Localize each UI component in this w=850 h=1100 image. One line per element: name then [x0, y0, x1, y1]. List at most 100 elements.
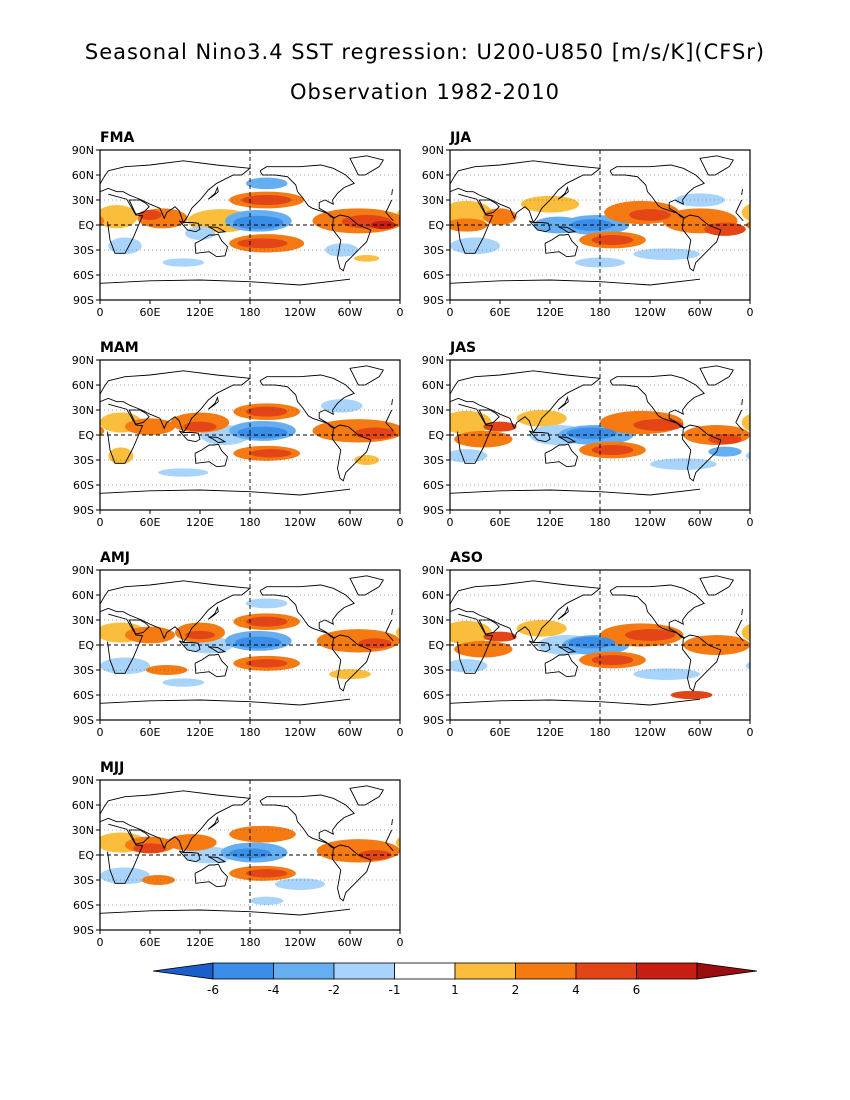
- anomaly-region: [0, 192, 4, 209]
- coastline: [349, 155, 385, 176]
- anomaly-region: [145, 665, 188, 675]
- lon-tick-label: 0: [397, 306, 404, 319]
- coastline: [558, 226, 577, 233]
- lon-tick-label: 120W: [284, 726, 316, 739]
- panel-title: ASO: [450, 550, 483, 566]
- lon-tick-label: 0: [747, 726, 754, 739]
- anomaly-region: [358, 638, 392, 649]
- anomaly-region: [249, 896, 284, 905]
- coastline: [544, 233, 579, 258]
- anomaly-region: [745, 451, 750, 460]
- anomaly-region: [750, 238, 800, 255]
- anomaly-region: [550, 897, 583, 905]
- lon-tick-label: 60W: [338, 306, 363, 319]
- anomaly-region: [633, 248, 701, 260]
- anomaly-region: [166, 834, 217, 851]
- lat-tick-label: 60S: [73, 269, 94, 282]
- colorbar-label: -4: [268, 983, 280, 997]
- anomaly-region: [400, 868, 450, 885]
- coastline: [178, 430, 201, 443]
- lon-tick-label: 0: [97, 936, 104, 949]
- anomaly-region: [185, 630, 215, 640]
- lon-tick-label: 120W: [284, 306, 316, 319]
- anomaly-region: [741, 203, 750, 222]
- anomaly-region: [829, 425, 850, 445]
- coastline: [735, 409, 743, 423]
- colorbar-label: -1: [389, 983, 401, 997]
- lon-tick-label: 0: [397, 516, 404, 529]
- lon-tick-label: 60E: [490, 726, 511, 739]
- anomaly-region: [162, 258, 205, 267]
- anomaly-region: [275, 878, 325, 891]
- coastline: [735, 422, 744, 432]
- lat-tick-label: 60S: [423, 479, 444, 492]
- lon-tick-label: 0: [747, 306, 754, 319]
- anomaly-region: [591, 445, 634, 455]
- lon-tick-label: 120E: [536, 726, 564, 739]
- lon-tick-label: 0: [397, 726, 404, 739]
- coastline: [107, 613, 144, 674]
- lat-tick-label: EQ: [78, 849, 94, 862]
- lat-tick-label: 30N: [72, 404, 94, 417]
- anomaly-region: [529, 848, 571, 858]
- lon-tick-label: 60E: [140, 726, 161, 739]
- coastline: [558, 185, 569, 200]
- lat-tick-label: 90N: [72, 564, 94, 577]
- anomaly-region: [529, 866, 596, 881]
- coastline: [208, 395, 219, 410]
- coastline: [735, 619, 743, 633]
- lon-tick-label: 0: [97, 306, 104, 319]
- coastline: [332, 214, 372, 272]
- anomaly-region: [354, 427, 396, 440]
- coastline: [558, 605, 569, 620]
- lon-tick-label: 120E: [536, 516, 564, 529]
- lat-tick-label: 90S: [423, 294, 444, 307]
- anomaly-region: [817, 410, 850, 427]
- lon-tick-label: 120E: [536, 306, 564, 319]
- anomaly-region: [133, 843, 167, 854]
- lon-tick-label: 0: [447, 516, 454, 529]
- coastline: [699, 365, 735, 386]
- lat-tick-label: 30N: [72, 824, 94, 837]
- lon-tick-label: 60W: [688, 306, 713, 319]
- coastline: [249, 908, 351, 916]
- colorbar-label: -2: [328, 983, 340, 997]
- coastline: [599, 698, 701, 706]
- anomaly-region: [450, 218, 488, 232]
- coastline: [599, 488, 701, 496]
- panel-title: MAM: [100, 340, 139, 356]
- coastline: [735, 632, 744, 642]
- panel-title: JJA: [449, 130, 471, 146]
- coastline: [349, 365, 385, 386]
- lon-tick-label: 180: [590, 726, 611, 739]
- anomaly-region: [316, 839, 400, 863]
- anomaly-region: [783, 632, 816, 642]
- lon-tick-label: 0: [97, 726, 104, 739]
- coastline: [100, 279, 251, 284]
- anomaly-region: [450, 659, 488, 673]
- anomaly-region: [708, 446, 742, 457]
- coastline: [194, 653, 229, 678]
- coastline: [194, 443, 229, 468]
- figure-title: Seasonal Nino3.4 SST regression: U200-U8…: [84, 40, 766, 64]
- lat-tick-label: 60S: [73, 899, 94, 912]
- colorbar-swatch: [273, 962, 335, 980]
- coastline: [391, 819, 393, 826]
- coastline: [208, 436, 227, 443]
- lat-tick-label: 90S: [73, 924, 94, 937]
- anomaly-region: [783, 422, 816, 432]
- lon-tick-label: 0: [397, 936, 404, 949]
- panel-title: AMJ: [100, 550, 130, 566]
- lat-tick-label: 60S: [423, 689, 444, 702]
- coastline: [558, 646, 577, 653]
- lon-tick-label: 60E: [140, 936, 161, 949]
- coastline: [385, 199, 393, 213]
- coastline: [249, 278, 351, 286]
- anomaly-region: [250, 449, 292, 458]
- anomaly-region: [183, 421, 217, 432]
- lon-tick-label: 180: [590, 306, 611, 319]
- coastline: [332, 634, 372, 692]
- lat-tick-label: 30N: [422, 404, 444, 417]
